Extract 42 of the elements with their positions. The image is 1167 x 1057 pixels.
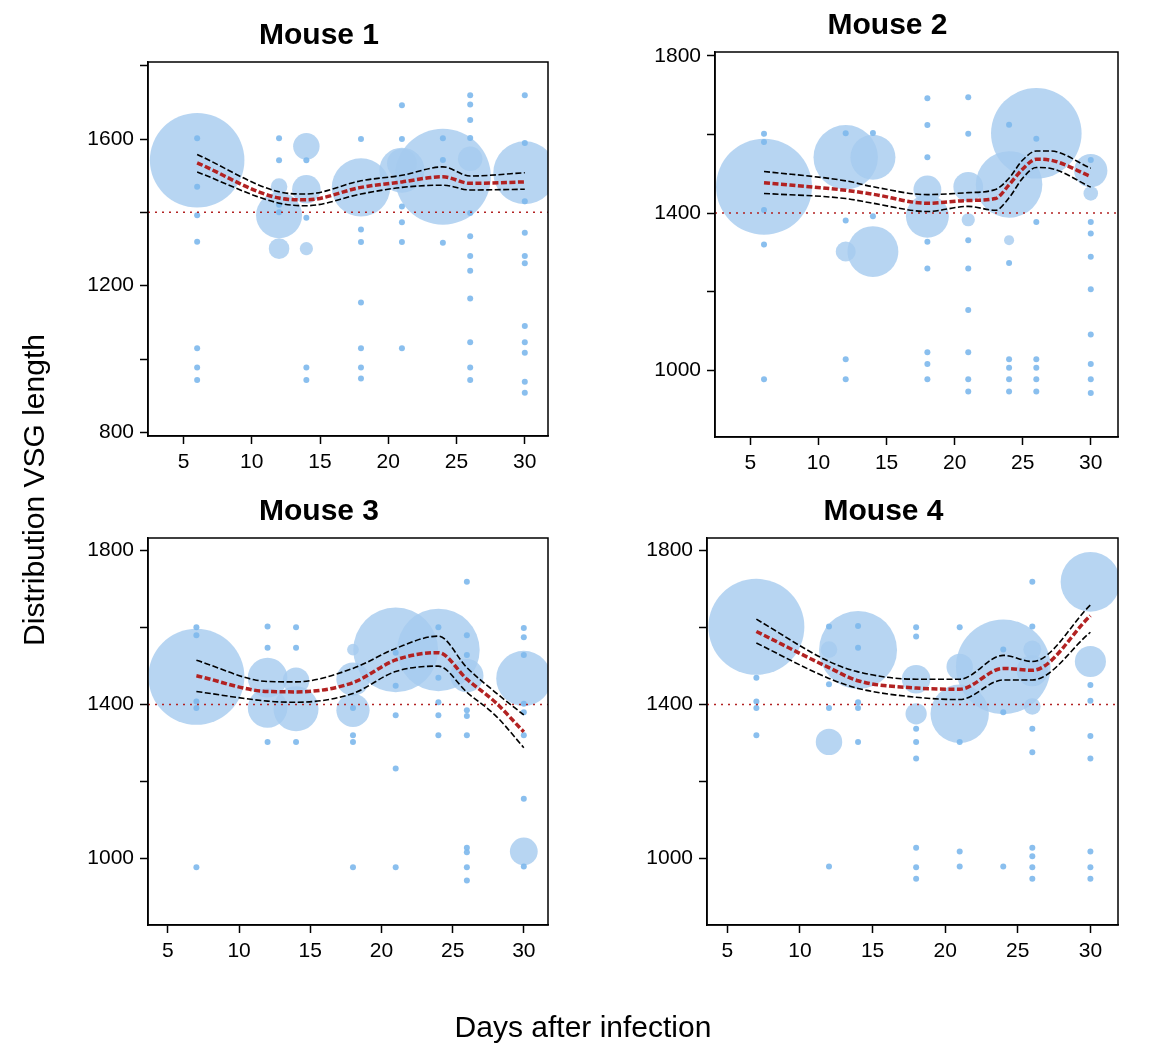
y-tick-label: 1000 (654, 357, 701, 381)
x-tick-label: 30 (1078, 938, 1103, 962)
x-tick-label: 25 (444, 449, 469, 473)
x-tick-label: 30 (1079, 450, 1103, 474)
chart-title: Mouse 1 (258, 17, 380, 51)
x-tick-label: 5 (744, 450, 757, 474)
x-tick-label: 10 (806, 450, 831, 474)
x-tick-label: 25 (440, 938, 465, 962)
chart-title: Mouse 2 (827, 7, 948, 41)
x-tick-label: 10 (240, 449, 264, 473)
chart-title: Mouse 4 (823, 493, 944, 527)
x-tick-label: 20 (376, 449, 400, 473)
y-tick-label: 1400 (654, 199, 701, 223)
y-tick-label: 1000 (646, 845, 693, 869)
y-tick-label: 1800 (654, 42, 701, 66)
x-tick-label: 15 (298, 938, 322, 962)
x-tick-label: 5 (162, 938, 174, 962)
y-tick-label: 1800 (87, 537, 134, 561)
y-tick-label: 1000 (87, 845, 134, 869)
x-tick-label: 30 (512, 938, 536, 962)
y-tick-label: 800 (98, 419, 134, 443)
chart-title: Mouse 3 (258, 493, 380, 527)
x-tick-label: 5 (177, 449, 190, 473)
x-tick-label: 20 (942, 450, 967, 474)
x-tick-label: 30 (513, 449, 537, 473)
y-tick-label: 1400 (87, 691, 134, 715)
x-tick-label: 20 (933, 938, 957, 962)
x-tick-label: 10 (227, 938, 251, 962)
y-tick-label: 1800 (646, 537, 693, 561)
x-tick-label: 5 (721, 938, 734, 962)
x-tick-label: 20 (369, 938, 394, 962)
y-axis-title: Distribution VSG length (17, 334, 51, 646)
y-tick-label: 1600 (87, 125, 134, 149)
x-tick-label: 15 (874, 450, 899, 474)
y-tick-label: 1200 (87, 272, 134, 296)
x-tick-label: 10 (788, 938, 812, 962)
y-tick-label: 1400 (646, 691, 693, 715)
x-tick-label: 25 (1006, 938, 1030, 962)
x-tick-label: 25 (1011, 450, 1035, 474)
x-tick-label: 15 (308, 449, 332, 473)
x-tick-label: 15 (860, 938, 885, 962)
x-axis-title: Days after infection (454, 1010, 712, 1044)
